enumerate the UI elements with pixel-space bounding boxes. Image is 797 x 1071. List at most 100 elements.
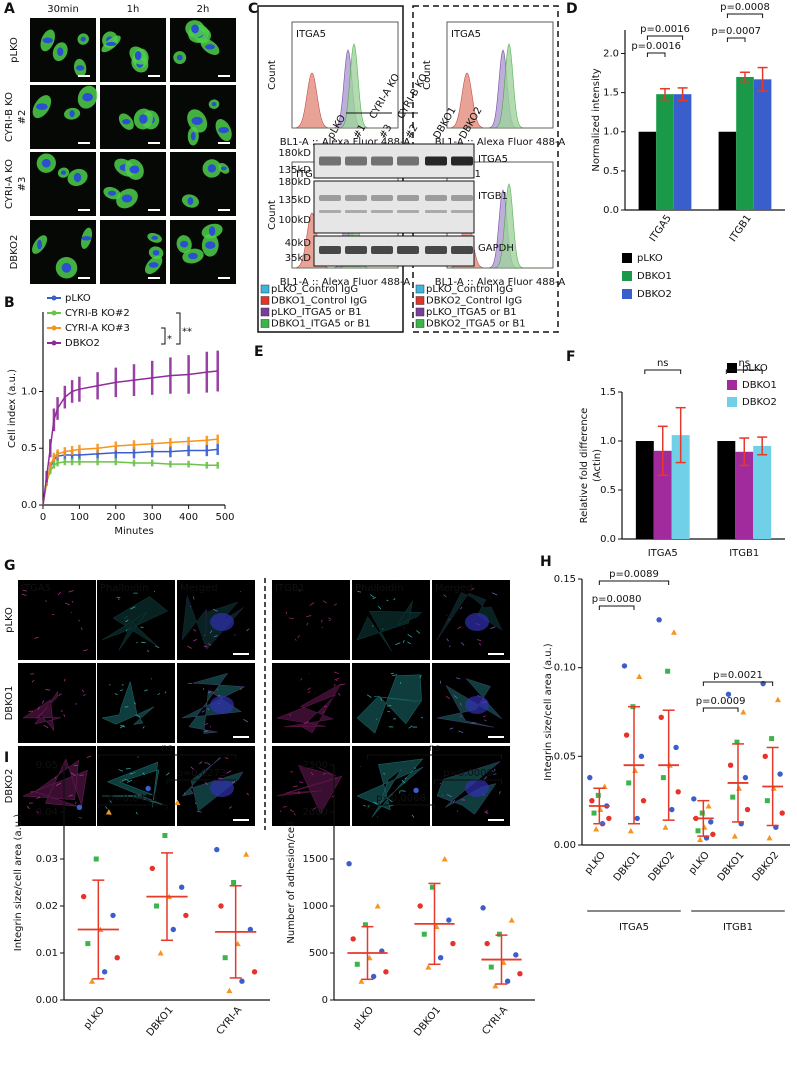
row-sublabel: #3 (17, 177, 28, 192)
point (183, 913, 188, 918)
annotation: ns (161, 743, 173, 754)
point (517, 971, 522, 976)
bar (656, 94, 674, 210)
band (397, 210, 419, 213)
bracket (161, 328, 165, 344)
point (743, 775, 748, 780)
band (425, 246, 447, 254)
nucleus (210, 613, 234, 631)
x-tick-label: DBKO1 (716, 850, 747, 884)
legend-marker (52, 326, 57, 331)
point (728, 763, 733, 768)
band (397, 157, 419, 166)
row-label: pLKO (4, 607, 15, 633)
bar (753, 446, 771, 539)
point (665, 669, 670, 674)
point (589, 798, 594, 803)
bar (719, 132, 737, 210)
point (706, 803, 712, 809)
nucleus (106, 42, 117, 46)
marker-label: 35kD (285, 253, 312, 264)
y-tick-label: 2.0 (603, 48, 619, 59)
legend-swatch (416, 285, 424, 293)
nucleus (465, 779, 489, 797)
nucleus (221, 166, 227, 170)
fibre (440, 783, 441, 784)
marker-label: 135kD (278, 195, 311, 206)
y-tick-label: 0.00 (36, 995, 58, 1006)
annotation: p=0.0016 (640, 24, 690, 35)
y-tick-label: 0.5 (600, 485, 616, 496)
nucleus (188, 197, 194, 205)
channel-label: Merged (180, 583, 218, 594)
band (371, 195, 393, 201)
point (641, 798, 646, 803)
x-tick-label: DBKO2 (750, 850, 781, 884)
bracket (645, 370, 681, 374)
row-label: DBKO2 (9, 235, 20, 270)
y-tick-label: 0.0 (21, 500, 37, 511)
annotation: p=0.0068 (376, 793, 426, 804)
annotation: p=0.0009 (696, 696, 746, 707)
legend-label: DBKO1_ITGA5 or B1 (271, 319, 371, 330)
point (763, 754, 768, 759)
histogram-title: ITGA5 (296, 29, 326, 40)
group-label: ITGB1 (723, 922, 753, 933)
point (636, 674, 642, 680)
x-tick-label: ITGA5 (648, 548, 678, 559)
y-tick-label: 0.5 (603, 166, 619, 177)
point (438, 955, 443, 960)
point (662, 824, 668, 830)
y-tick-label: 0.05 (554, 751, 576, 762)
legend-label: pLKO_ITGA5 or B1 (426, 307, 517, 318)
point (375, 903, 381, 909)
point (243, 851, 249, 857)
point (593, 826, 599, 832)
point (659, 715, 664, 720)
y-tick-label: 0.02 (36, 901, 58, 912)
band (345, 246, 367, 254)
fibre (322, 627, 323, 628)
point (661, 775, 666, 780)
point (628, 828, 634, 834)
legend-swatch (622, 253, 632, 263)
annotation: ns (738, 358, 750, 369)
legend-label: DBKO2_ITGA5 or B1 (426, 319, 526, 330)
annotation: p=0.0273 (176, 768, 226, 779)
y-tick-label: 0.03 (36, 854, 58, 865)
nucleus (130, 165, 140, 173)
series-line (43, 439, 218, 505)
bracket (599, 606, 634, 610)
point (81, 894, 86, 899)
band (425, 157, 447, 166)
annotation: ** (182, 327, 192, 338)
nucleus (37, 240, 42, 250)
y-tick-label: 2500 (303, 760, 328, 771)
blot-label: ITGA5 (478, 154, 508, 165)
point (489, 965, 494, 970)
legend-marker (52, 341, 57, 346)
fibre (208, 692, 210, 693)
blot-label: GAPDH (478, 243, 514, 254)
point (669, 807, 674, 812)
x-tick-label: pLKO (82, 1005, 107, 1032)
point (231, 880, 236, 885)
x-tick-label: CYRI-A (215, 1005, 245, 1038)
point (371, 974, 376, 979)
bar (736, 77, 754, 210)
point (446, 917, 451, 922)
nucleus (218, 127, 229, 133)
point (85, 941, 90, 946)
point (708, 819, 713, 824)
nucleus (76, 65, 84, 70)
fibre (283, 807, 287, 808)
point (730, 795, 735, 800)
annotation: p=0.0008 (443, 768, 493, 779)
micrograph (170, 152, 236, 216)
band (345, 157, 367, 166)
point (484, 941, 489, 946)
point (509, 917, 515, 923)
y-tick-label: 1.5 (600, 387, 616, 398)
legend-label: pLKO_ITGA5 or B1 (271, 307, 362, 318)
point (150, 866, 155, 871)
